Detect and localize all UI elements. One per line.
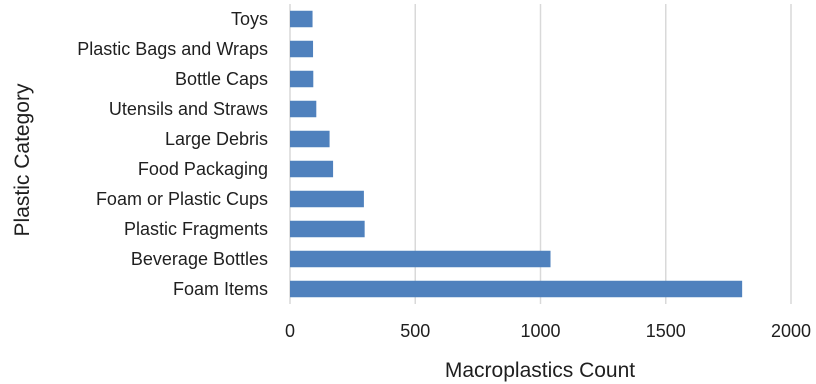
bar	[290, 100, 317, 118]
category-label: Foam Items	[173, 279, 268, 299]
category-label: Utensils and Straws	[109, 99, 268, 119]
category-label: Bottle Caps	[175, 69, 268, 89]
x-tick-label: 0	[285, 321, 295, 341]
bar	[290, 40, 314, 58]
bar	[290, 130, 330, 148]
category-label: Plastic Fragments	[124, 219, 268, 239]
category-label: Beverage Bottles	[131, 249, 268, 269]
x-axis-title: Macroplastics Count	[445, 359, 635, 382]
category-label: Large Debris	[165, 129, 268, 149]
bar	[290, 10, 313, 28]
x-tick-label: 1500	[646, 321, 686, 341]
x-tick-label: 500	[400, 321, 430, 341]
category-label: Food Packaging	[138, 159, 268, 179]
bars	[290, 10, 743, 298]
category-label: Foam or Plastic Cups	[96, 189, 268, 209]
bar	[290, 160, 334, 178]
category-label: Toys	[231, 9, 268, 29]
category-labels: Toys Plastic Bags and Wraps Bottle Caps Ute…	[77, 9, 268, 299]
bar	[290, 220, 365, 238]
y-axis-title: Plastic Category	[11, 83, 34, 236]
category-label: Plastic Bags and Wraps	[77, 39, 268, 59]
bar	[290, 190, 364, 208]
bar	[290, 250, 551, 268]
x-tick-labels: 0 500 1000 1500 2000	[285, 321, 811, 341]
x-tick-label: 1000	[520, 321, 560, 341]
bar	[290, 70, 314, 88]
x-tick-label: 2000	[771, 321, 811, 341]
bar	[290, 280, 743, 298]
